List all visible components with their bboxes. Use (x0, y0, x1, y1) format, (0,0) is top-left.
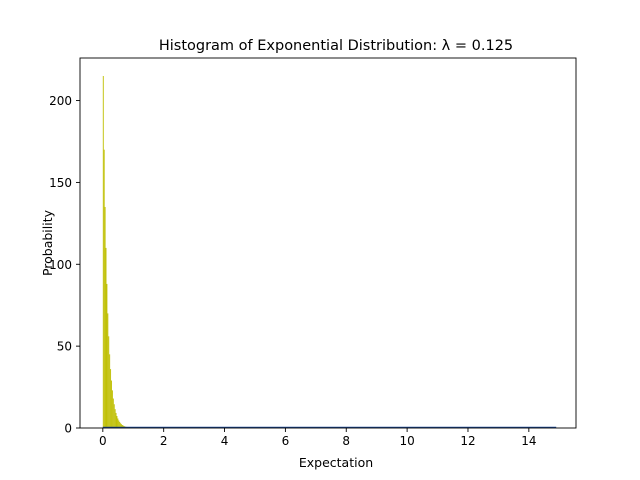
histogram-bar-18 (119, 421, 121, 428)
histogram-bar-5 (107, 313, 109, 428)
histogram-bar-15 (116, 416, 118, 428)
x-tick-label: 14 (521, 434, 536, 448)
y-tick-label: 100 (49, 258, 72, 272)
x-tick-label: 12 (460, 434, 475, 448)
y-tick-label: 150 (49, 176, 72, 190)
histogram-bar-9 (111, 380, 112, 428)
histogram-bar-3 (105, 247, 107, 428)
x-axis-label: Expectation (299, 455, 373, 470)
x-tick-label: 8 (342, 434, 350, 448)
x-axis-ticks: 0 2 4 6 8 10 12 14 (99, 428, 536, 448)
y-tick-label: 50 (57, 340, 72, 354)
y-tick-label: 200 (49, 94, 72, 108)
histogram-bar-17 (118, 420, 120, 428)
x-tick-label: 10 (399, 434, 414, 448)
histogram-bar-2 (104, 206, 106, 428)
histogram-bar-14 (115, 412, 117, 428)
histogram-bar-7 (109, 354, 111, 428)
x-tick-label: 4 (221, 434, 229, 448)
histogram-bar-4 (106, 283, 108, 428)
histogram-bar-1 (103, 149, 105, 429)
histogram-bar-11 (112, 398, 114, 428)
histogram-bars (102, 76, 134, 429)
y-tick-label: 0 (64, 422, 72, 436)
plot-frame (79, 57, 577, 429)
histogram-bar-8 (110, 369, 112, 428)
x-tick-label: 2 (160, 434, 168, 448)
histogram-bar-10 (111, 390, 113, 428)
histogram-bar-6 (108, 336, 110, 428)
histogram-bar-20 (121, 424, 122, 428)
histogram-bar-13 (114, 409, 116, 428)
y-axis-label: Probability (40, 209, 55, 276)
histogram-bar-21 (121, 425, 123, 428)
histogram-bar-12 (113, 404, 115, 428)
histogram-bar-0 (102, 76, 104, 428)
y-axis-ticks: 0 50 100 150 200 (49, 94, 80, 436)
chart-title: Histogram of Exponential Distribution: λ… (159, 38, 513, 54)
histogram-bar-16 (117, 418, 119, 428)
histogram-bar-19 (120, 423, 122, 428)
x-tick-label: 0 (99, 434, 107, 448)
x-tick-label: 6 (282, 434, 290, 448)
